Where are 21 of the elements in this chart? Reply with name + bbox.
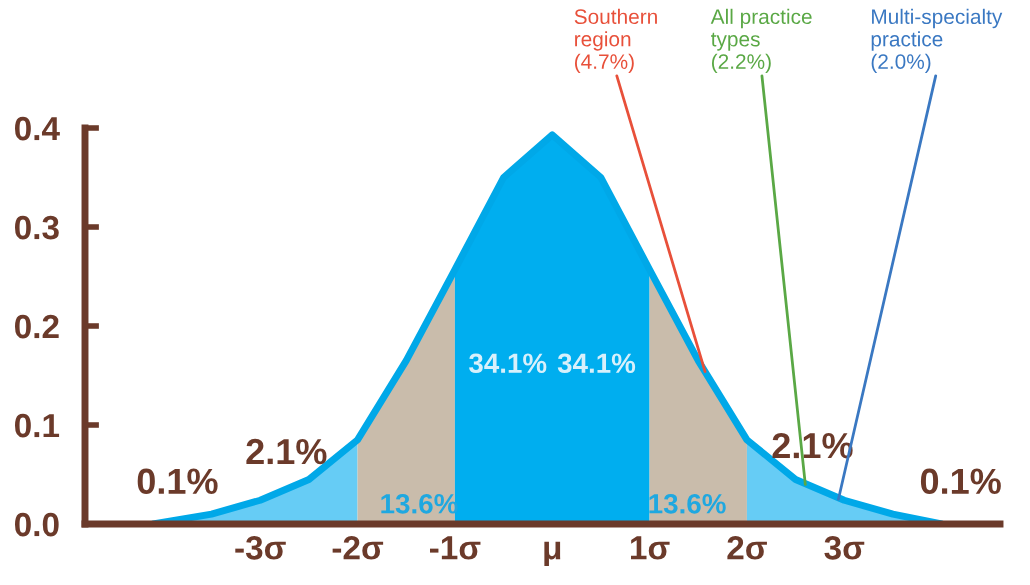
y-tick-label: 0.3	[14, 215, 59, 240]
y-tick-label: 0.2	[14, 314, 59, 339]
x-tick-label: 2σ	[727, 535, 767, 560]
x-tick-label: -3σ	[235, 535, 286, 560]
annotation: 13.6%	[649, 493, 726, 514]
annotation: 2.1%	[246, 438, 327, 465]
x-tick-label: 3σ	[824, 535, 865, 560]
annotation: 0.1%	[137, 468, 218, 495]
x-tick-label: μ	[544, 541, 561, 567]
annotation: 0.1%	[920, 468, 1001, 495]
annotation: All practice types (2.2%)	[710, 8, 812, 74]
x-tick-label: 1σ	[631, 536, 670, 560]
annotation: Multi-specialty practice (2.0%)	[871, 8, 1003, 74]
y-tick-label: 0.0	[14, 512, 59, 537]
x-tick-label: -2σ	[332, 535, 384, 560]
annotation: Southern region (4.7%)	[574, 8, 657, 74]
annotation: 34.1%	[468, 353, 547, 374]
y-tick-label: 0.1	[14, 413, 60, 438]
y-tick-label: 0.4	[14, 116, 60, 141]
x-tick-label: -1σ	[429, 536, 481, 560]
annotation: 34.1%	[557, 353, 636, 374]
